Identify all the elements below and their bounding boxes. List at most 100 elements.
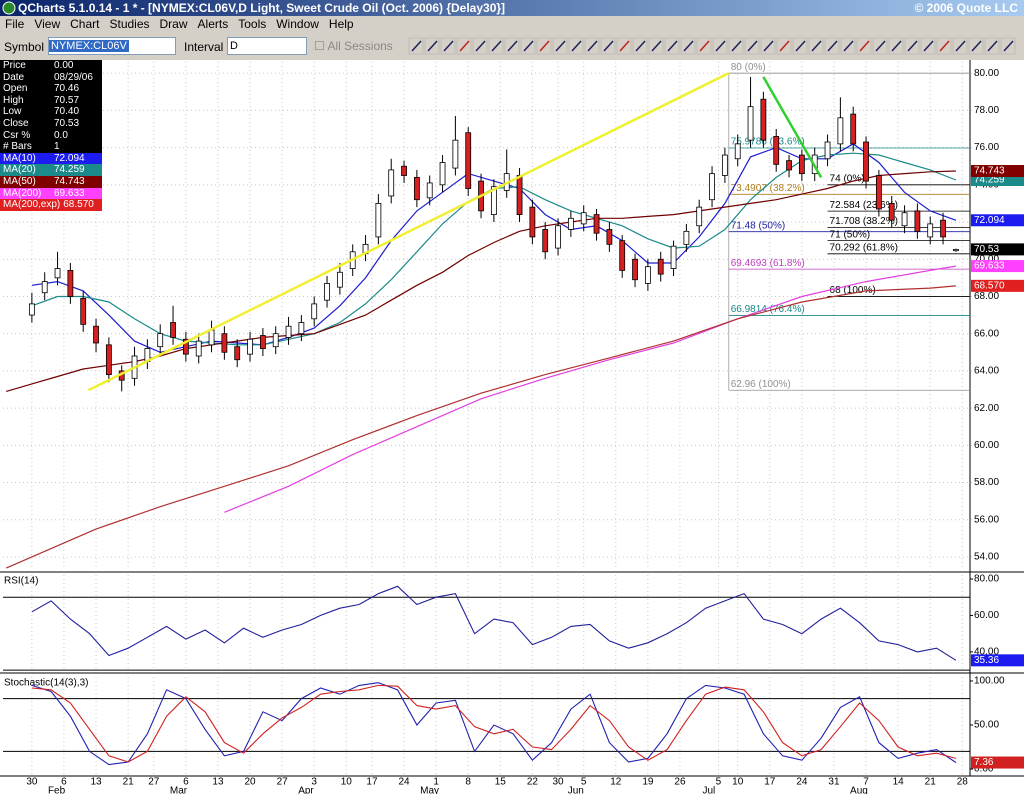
y-tick-label: 70.00: [974, 254, 999, 265]
candle-body: [940, 219, 946, 238]
candle-body: [606, 229, 613, 245]
toolbar-glyph: [491, 40, 502, 52]
y-tick-label: 66.00: [974, 328, 999, 339]
info-label: High: [3, 94, 24, 106]
menu-item[interactable]: Tools: [238, 17, 267, 31]
x-tick-label: 13: [212, 777, 224, 788]
x-tick-label: 24: [398, 777, 410, 788]
menu-bar: File View Chart Studies Draw Alerts Tools Windo…: [0, 16, 1024, 32]
y-tick-label: 78.00: [974, 105, 999, 116]
toolbar-glyph: [555, 40, 566, 52]
info-value: 1: [54, 141, 60, 153]
value-box-label: 68.570: [974, 280, 1005, 291]
value-box: [971, 243, 1024, 256]
value-box: [971, 756, 1024, 769]
x-tick-label: 21: [123, 777, 135, 788]
info-row: Close 70.53: [0, 117, 102, 130]
x-tick-label: 6: [61, 777, 67, 788]
candle-body: [375, 203, 382, 238]
candle-body: [709, 173, 715, 201]
info-row: MA(10) 72.094: [0, 152, 102, 165]
candle-body: [837, 117, 844, 145]
month-label: Feb: [48, 786, 66, 794]
candle-body: [811, 154, 818, 175]
candle-body: [413, 176, 420, 201]
candle-body: [478, 180, 484, 212]
info-row: MA(20) 74.259: [0, 164, 102, 176]
toolbar-glyph: [459, 40, 470, 52]
x-tick-label: 7: [863, 777, 869, 788]
candle-body: [80, 297, 87, 325]
candle-body: [157, 333, 164, 348]
candle-body: [41, 281, 48, 294]
x-tick-label: 30: [26, 777, 38, 788]
x-tick-label: 19: [642, 777, 654, 788]
info-row: Price 0.00: [0, 60, 102, 72]
interval-input[interactable]: D: [227, 37, 307, 55]
candle-body: [593, 214, 600, 234]
toolbar-glyph: [795, 40, 806, 52]
fib-label: 74 (0%): [830, 173, 865, 184]
toolbar-glyph: [923, 40, 934, 52]
candle-body: [234, 346, 241, 361]
candle-body: [850, 113, 857, 145]
info-row: Csr % 0.0: [0, 129, 102, 142]
interval-value: D: [230, 40, 238, 52]
menu-item[interactable]: View: [34, 17, 61, 31]
pane-title: Stochastic(14(3),3): [4, 678, 88, 689]
symbol-input[interactable]: NYMEX:CL06V: [48, 37, 176, 55]
sessions-checkbox[interactable]: ☐ All Sessions: [314, 39, 393, 53]
menu-item[interactable]: Draw: [159, 17, 188, 31]
menu-item[interactable]: Chart: [70, 17, 100, 31]
candle-body: [439, 162, 446, 186]
toolbar-glyph: [875, 40, 886, 52]
y-tick-label: 54.00: [974, 552, 999, 563]
toolbar-glyph: [603, 40, 614, 52]
indicator-line: [31, 585, 957, 661]
value-box-label: 74.259: [974, 175, 1005, 186]
info-value: 70.53: [54, 117, 80, 129]
info-label: Close: [3, 117, 29, 129]
candle-body: [285, 325, 292, 338]
candle-body: [298, 322, 305, 335]
y-tick-label: 0.00: [974, 764, 994, 775]
x-tick-label: 30: [552, 777, 564, 788]
month-label: May: [420, 786, 439, 794]
x-tick-label: 24: [796, 777, 808, 788]
toolbar-glyph: [891, 40, 902, 52]
symbol-label: Symbol: [4, 40, 45, 54]
menu-item[interactable]: Studies: [109, 17, 150, 31]
menu-item[interactable]: Alerts: [197, 17, 229, 31]
candle-body: [195, 340, 202, 357]
x-tick-label: 27: [277, 777, 289, 788]
value-box-label: 72.094: [974, 215, 1005, 226]
x-tick-label: 6: [183, 777, 189, 788]
toolbar-glyph: [619, 40, 630, 52]
fib-label: 71 (50%): [830, 229, 871, 240]
y-tick-label: 72.00: [974, 217, 999, 228]
info-row: Low 70.40: [0, 106, 102, 118]
toolbar-glyph: [843, 40, 854, 52]
symbol-value: NYMEX:CL06V: [49, 40, 129, 52]
interval-label: Interval: [184, 40, 224, 54]
x-tick-label: 26: [674, 777, 686, 788]
toolbar-glyph: [507, 40, 518, 52]
candle-body: [208, 329, 215, 346]
menu-item[interactable]: Window: [276, 17, 319, 31]
info-value: 08/29/06: [54, 71, 93, 83]
menu-item[interactable]: File: [5, 17, 25, 31]
toolbar-glyph: [475, 40, 486, 52]
info-value: 72.094: [54, 152, 85, 164]
menu-item[interactable]: Help: [328, 17, 354, 31]
toolbar-glyph: [939, 40, 950, 52]
y-tick-label: 56.00: [974, 514, 999, 525]
y-tick-label: 50.00: [974, 720, 999, 731]
candle-body: [914, 210, 921, 232]
info-label: Low: [3, 106, 22, 118]
candle-body: [529, 206, 536, 238]
candle-body: [773, 136, 780, 165]
info-row: Date 08/29/06: [0, 71, 102, 84]
value-box-label: 69.633: [974, 261, 1005, 272]
toolbar-glyph: [763, 40, 774, 52]
